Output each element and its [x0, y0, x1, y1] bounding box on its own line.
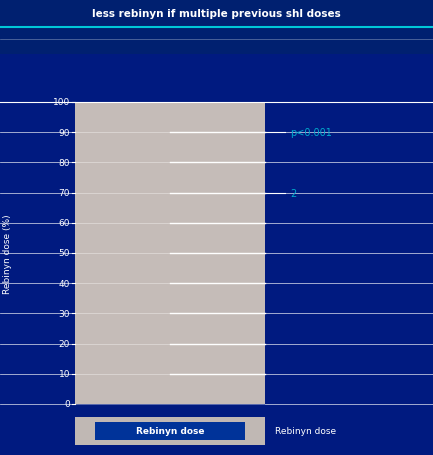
Text: Rebinyn dose (%): Rebinyn dose (%): [3, 214, 13, 293]
Text: Rebinyn dose: Rebinyn dose: [275, 426, 336, 435]
Text: 30: 30: [58, 309, 70, 318]
Bar: [75, 103, 265, 404]
Text: 40: 40: [58, 279, 70, 288]
Text: 2: 2: [290, 188, 296, 198]
Text: p<0.001: p<0.001: [290, 128, 332, 138]
Bar: [0, 0, 433, 55]
Text: 60: 60: [58, 219, 70, 228]
Text: 20: 20: [58, 339, 70, 349]
Text: 50: 50: [58, 249, 70, 258]
Text: 90: 90: [58, 128, 70, 137]
Bar: [0, 55, 433, 103]
Text: 10: 10: [58, 369, 70, 379]
Text: 80: 80: [58, 158, 70, 167]
Text: 0: 0: [64, 399, 70, 409]
Text: 70: 70: [58, 189, 70, 197]
Text: Rebinyn dose: Rebinyn dose: [136, 426, 204, 435]
Text: less rebinyn if multiple previous shl doses: less rebinyn if multiple previous shl do…: [92, 9, 341, 19]
Text: 100: 100: [53, 98, 70, 107]
Bar: [95, 422, 245, 440]
Bar: [75, 417, 265, 445]
